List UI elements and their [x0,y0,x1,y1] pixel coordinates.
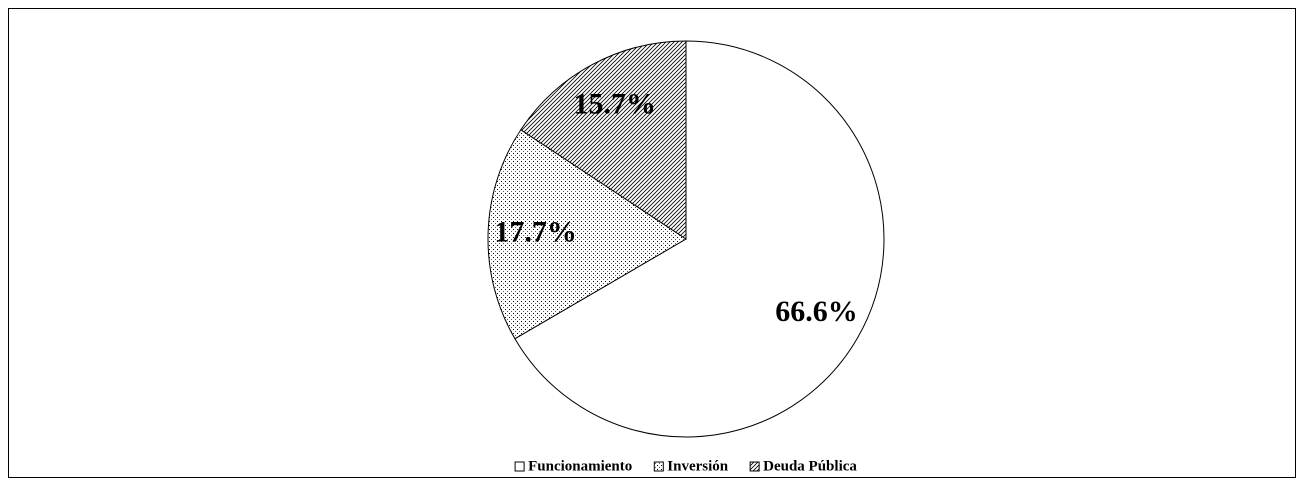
legend-marker [653,461,664,472]
pie-slice [487,129,687,340]
data-label: 15.7% [574,87,657,120]
legend-label: Inversión [667,458,729,474]
legend-marker [514,461,525,472]
data-label: 17.7% [494,216,577,249]
pie-slice [520,40,687,240]
pie-slice [514,40,885,438]
legend-marker [749,461,760,472]
legend-label: Deuda Pública [763,458,857,474]
data-label: 66.6% [775,295,858,328]
legend-label: Funcionamiento [528,458,632,474]
